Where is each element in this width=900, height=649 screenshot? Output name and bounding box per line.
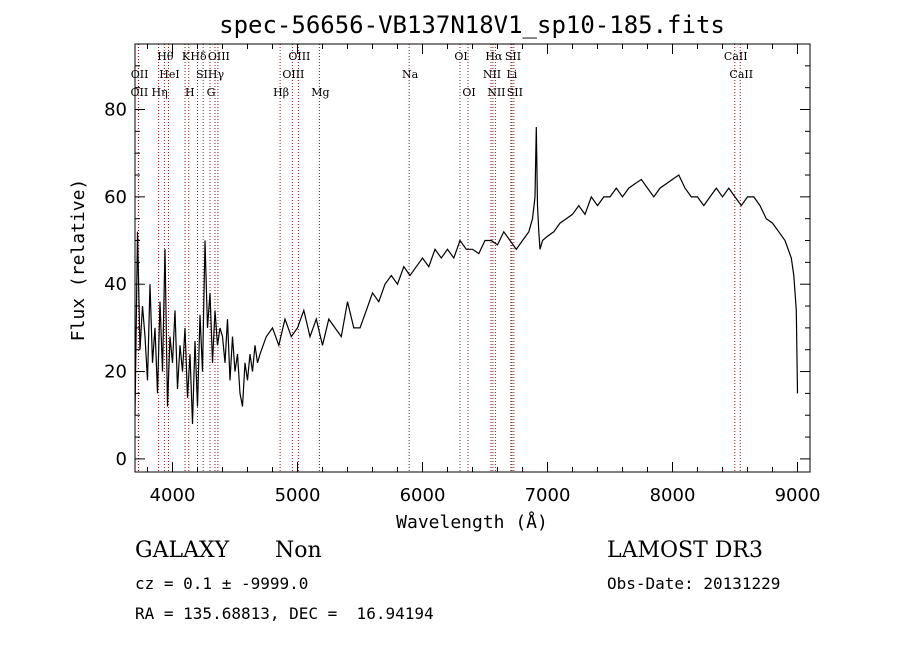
line-label-10: Hγ <box>208 68 225 81</box>
line-label-16: Na <box>402 68 419 81</box>
y-axis-label: Flux (relative) <box>68 179 89 342</box>
line-label-14: OIII <box>288 50 310 63</box>
x-tick-label-5: 9000 <box>775 485 821 506</box>
spectral-line-labels: OIIOIIHηHθHeIKHHδSIIGHγOIIIHβOIIIOIIIMgN… <box>131 50 754 99</box>
spectral-line-markers <box>137 44 741 472</box>
x-axis-label: Wavelength (Å) <box>396 511 548 533</box>
line-label-21: NII <box>487 86 505 99</box>
line-label-15: Mg <box>311 86 329 99</box>
line-label-8: SII <box>196 68 212 81</box>
line-label-25: CaII <box>724 50 748 63</box>
line-label-1: OII <box>131 68 149 81</box>
x-tick-label-4: 8000 <box>650 485 696 506</box>
x-axis-ticks: 4000 5000 6000 7000 8000 9000 <box>147 44 821 506</box>
line-label-20: Hα <box>485 50 503 63</box>
x-tick-label-2: 6000 <box>400 485 446 506</box>
line-label-26: CaII <box>729 68 753 81</box>
survey-label: LAMOST DR3 <box>607 538 763 563</box>
line-label-24: SII <box>507 86 523 99</box>
x-tick-label-3: 7000 <box>525 485 571 506</box>
line-label-23: Li <box>506 68 517 81</box>
line-label-22: SII <box>505 50 521 63</box>
coordinates-text: RA = 135.68813, DEC = 16.94194 <box>135 604 434 623</box>
line-label-7: Hδ <box>190 50 207 63</box>
line-label-5: K <box>182 50 191 63</box>
plot-frame <box>134 43 811 473</box>
line-label-13: OIII <box>282 68 304 81</box>
line-label-11: OIII <box>208 50 230 63</box>
line-label-4: HeI <box>159 68 179 81</box>
x-tick-label-1: 5000 <box>275 485 321 506</box>
spectrum-line <box>134 126 799 425</box>
line-label-18: OI <box>462 86 475 99</box>
line-label-9: G <box>207 86 216 99</box>
x-tick-label-0: 4000 <box>150 485 196 506</box>
y-tick-label-0: 0 <box>116 449 127 470</box>
y-tick-label-4: 80 <box>104 100 127 121</box>
line-label-12: Hβ <box>273 86 289 99</box>
line-label-17: OI <box>454 50 467 63</box>
object-subclass: Non <box>275 538 322 563</box>
line-label-2: Hη <box>152 86 168 99</box>
y-tick-label-1: 20 <box>104 362 127 383</box>
line-label-3: Hθ <box>157 50 174 63</box>
object-class: GALAXY <box>135 538 230 563</box>
y-axis-ticks: 0 20 40 60 80 <box>104 65 810 470</box>
y-tick-label-2: 40 <box>104 274 127 295</box>
chart-title: spec-56656-VB137N18V1_sp10-185.fits <box>219 11 725 39</box>
redshift-text: cz = 0.1 ± -9999.0 <box>135 574 309 593</box>
line-label-19: NII <box>483 68 501 81</box>
y-tick-label-3: 60 <box>104 187 127 208</box>
line-label-6: H <box>185 86 195 99</box>
obs-date-text: Obs-Date: 20131229 <box>607 574 781 593</box>
